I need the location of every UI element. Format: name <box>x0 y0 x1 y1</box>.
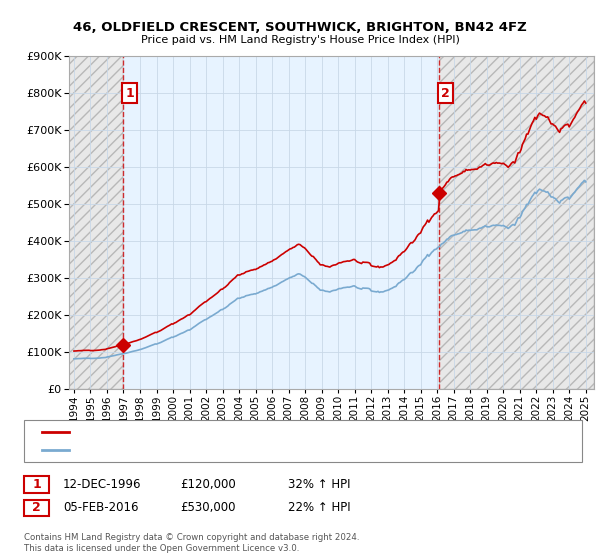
Text: Contains HM Land Registry data © Crown copyright and database right 2024.
This d: Contains HM Land Registry data © Crown c… <box>24 533 359 553</box>
Bar <box>69 56 122 389</box>
Text: HPI: Average price, detached house, Adur: HPI: Average price, detached house, Adur <box>72 445 290 455</box>
Text: 1: 1 <box>125 87 134 100</box>
Text: 05-FEB-2016: 05-FEB-2016 <box>63 501 139 515</box>
Text: £530,000: £530,000 <box>180 501 235 515</box>
Text: 22% ↑ HPI: 22% ↑ HPI <box>288 501 350 515</box>
Text: 12-DEC-1996: 12-DEC-1996 <box>63 478 142 491</box>
Text: 2: 2 <box>32 501 41 515</box>
Text: 46, OLDFIELD CRESCENT, SOUTHWICK, BRIGHTON, BN42 4FZ: 46, OLDFIELD CRESCENT, SOUTHWICK, BRIGHT… <box>73 21 527 34</box>
Bar <box>439 56 594 389</box>
Text: 46, OLDFIELD CRESCENT, SOUTHWICK, BRIGHTON, BN42 4FZ (detached house): 46, OLDFIELD CRESCENT, SOUTHWICK, BRIGHT… <box>72 427 487 437</box>
Text: 1: 1 <box>32 478 41 491</box>
Bar <box>122 56 439 389</box>
Text: Price paid vs. HM Land Registry's House Price Index (HPI): Price paid vs. HM Land Registry's House … <box>140 35 460 45</box>
Text: £120,000: £120,000 <box>180 478 236 491</box>
Text: 2: 2 <box>441 87 450 100</box>
Text: 32% ↑ HPI: 32% ↑ HPI <box>288 478 350 491</box>
